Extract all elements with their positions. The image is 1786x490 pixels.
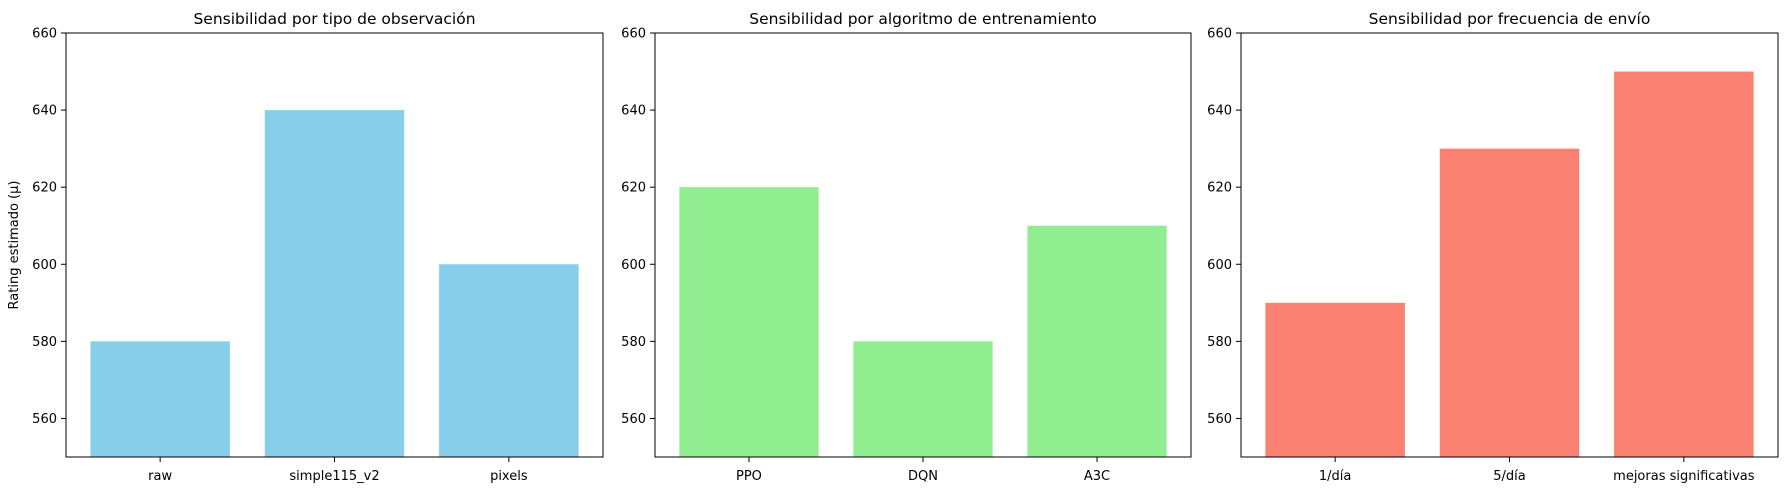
y-axis-label: Rating estimado (μ): [7, 181, 22, 310]
bar-simple115-v2: [264, 110, 405, 457]
x-tick-label: simple115_v2: [289, 469, 379, 484]
bar-5-d-a: [1439, 148, 1580, 458]
y-tick-label: 580: [621, 335, 646, 350]
y-tick-label: 580: [1207, 335, 1232, 350]
chart-panel-1: 560 580 600 620 640 660 raw simple115_v2 pixels S…: [7, 10, 604, 484]
bar-a3c: [1027, 225, 1167, 457]
y-tick-label: 640: [1207, 104, 1232, 119]
y-tick-label: 640: [32, 104, 57, 119]
x-tick-label: raw: [148, 469, 172, 484]
bar-mejoras-significativas: [1614, 71, 1754, 457]
chart-panel-2: 560 580 600 620 640 660 PPO DQN A3C Sensibilidad …: [621, 10, 1192, 484]
y-tick-label: 620: [32, 181, 57, 196]
y-tick-label: 660: [32, 27, 57, 42]
chart-title: Sensibilidad por frecuencia de envío: [1369, 10, 1651, 28]
x-tick-label: 5/día: [1493, 469, 1525, 484]
x-tick-label: A3C: [1084, 469, 1110, 484]
bar-1-d-a: [1265, 302, 1405, 457]
x-tick-label: DQN: [908, 469, 938, 484]
y-tick-label: 560: [32, 412, 57, 427]
bar-dqn: [853, 341, 993, 457]
chart-title: Sensibilidad por tipo de observación: [193, 10, 475, 28]
y-tick-label: 620: [621, 181, 646, 196]
chart-panel-3: 560 580 600 620 640 660 1/día 5/día mejoras sign…: [1207, 10, 1779, 484]
x-tick-label: PPO: [736, 469, 762, 484]
y-tick-label: 560: [1207, 412, 1232, 427]
y-tick-label: 560: [621, 412, 646, 427]
bar-raw: [90, 341, 230, 457]
x-tick-label: mejoras significativas: [1613, 469, 1755, 484]
y-tick-label: 600: [32, 258, 57, 273]
y-tick-label: 640: [621, 104, 646, 119]
y-tick-label: 620: [1207, 181, 1232, 196]
y-tick-label: 660: [621, 27, 646, 42]
y-tick-label: 600: [621, 258, 646, 273]
x-tick-label: pixels: [490, 469, 528, 484]
y-tick-label: 660: [1207, 27, 1232, 42]
x-tick-label: 1/día: [1319, 469, 1351, 484]
y-tick-label: 600: [1207, 258, 1232, 273]
chart-title: Sensibilidad por algoritmo de entrenamie…: [749, 10, 1096, 28]
bar-pixels: [439, 264, 579, 457]
bar-ppo: [679, 187, 819, 457]
y-tick-label: 580: [32, 335, 57, 350]
